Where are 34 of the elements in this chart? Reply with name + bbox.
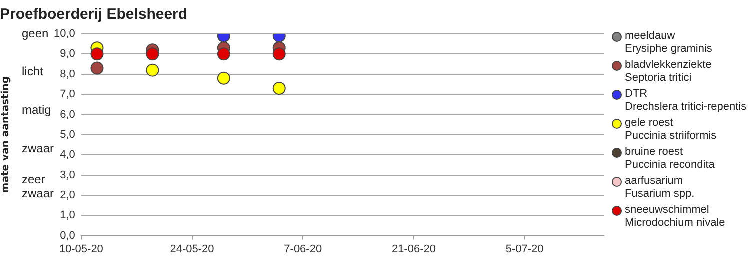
legend-label: aarfusarium Fusarium spp. [625,175,695,201]
point [146,64,160,77]
y-tick-label: 8,0 [60,68,76,80]
point [217,48,230,61]
y-tick-label: 7,0 [60,88,76,101]
y-tick-label: 9,0 [60,48,76,60]
y-tick-label: 1,0 [60,210,76,222]
point [146,48,160,61]
text: licht [22,64,44,79]
x-tick-label: 10-05-20 [59,243,104,256]
text: zwaar [22,141,54,156]
point [272,82,286,95]
text: matig [22,102,52,117]
y-tick-label: 10,0 [54,28,76,40]
y-tick-label: 2,0 [60,189,76,202]
legend-label: sneeuwschimmel Microdochium nivale [625,204,726,230]
x-tick-label: 24-05-20 [170,243,214,256]
y-tick-label: 3,0 [60,169,76,182]
y-axis-title: mate van aantasting [0,76,12,194]
legend-label: bladvlekkenziekte Septoria tritici [625,59,712,85]
point [272,48,286,61]
x-tick-label: 21-06-20 [392,243,436,256]
chart-title: Proefboerderij Ebelsheerd [0,6,188,24]
point [217,72,230,85]
point [90,62,104,75]
text: geen [22,26,49,40]
point [90,48,104,61]
y-tick-label: 5,0 [60,128,76,141]
x-tick-label: 5-07-20 [506,243,544,256]
y-tick-label: 0,0 [60,230,76,242]
x-tick-label: 7-06-20 [284,243,322,256]
y-tick-label: 4,0 [60,149,76,162]
text: zeer zwaar [22,172,54,201]
y-tick-label: 6,0 [60,108,76,121]
